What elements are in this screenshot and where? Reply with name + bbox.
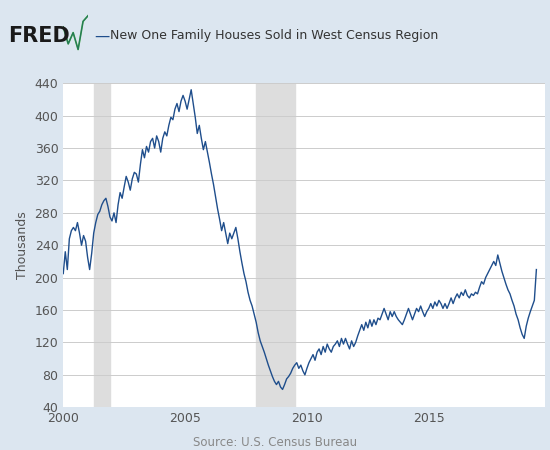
Y-axis label: Thousands: Thousands [16, 212, 29, 279]
Text: New One Family Houses Sold in West Census Region: New One Family Houses Sold in West Censu… [110, 29, 438, 42]
Bar [256, 83, 295, 407]
Text: FRED: FRED [8, 26, 70, 46]
Text: Source: U.S. Census Bureau: Source: U.S. Census Bureau [193, 436, 357, 449]
Text: —: — [95, 28, 110, 43]
Bar [94, 83, 110, 407]
